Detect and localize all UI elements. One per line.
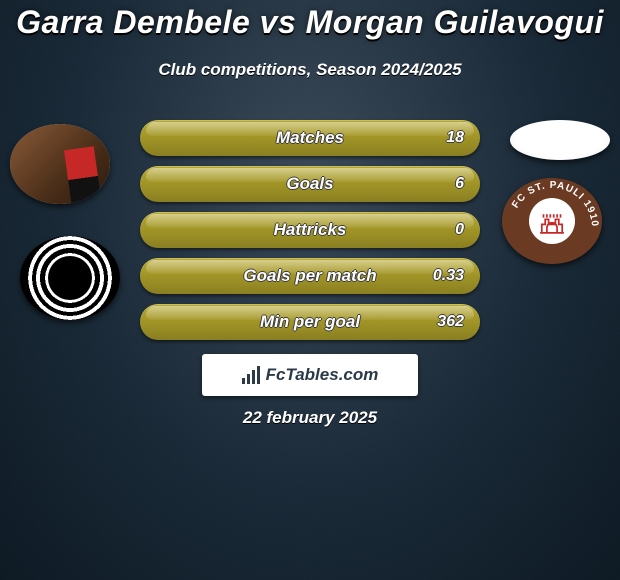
stat-value-right: 362 [437, 313, 464, 331]
stat-label: Goals per match [140, 266, 480, 286]
player-photo-right-placeholder [510, 120, 610, 160]
date-label: 22 february 2025 [0, 408, 620, 428]
player-photo-left-inner [10, 124, 110, 204]
stat-label: Min per goal [140, 312, 480, 332]
stat-value-right: 0.33 [433, 267, 464, 285]
branding-label: FcTables.com [266, 365, 379, 385]
club-badge-left [20, 236, 120, 320]
bar-chart-icon [242, 366, 260, 384]
castle-icon [535, 204, 569, 238]
stat-label: Goals [140, 174, 480, 194]
branding-badge: FcTables.com [202, 354, 418, 396]
club-badge-right-center [529, 198, 575, 244]
stat-value-right: 0 [455, 221, 464, 239]
stat-row-goals-per-match: Goals per match 0.33 [140, 258, 480, 294]
club-badge-left-inner [48, 256, 92, 300]
player-photo-left [10, 124, 110, 204]
page-title: Garra Dembele vs Morgan Guilavogui [0, 4, 620, 41]
stat-row-goals: Goals 6 [140, 166, 480, 202]
stat-bars: Matches 18 Goals 6 Hattricks 0 Goals per… [140, 120, 480, 350]
stat-label: Matches [140, 128, 480, 148]
stat-value-right: 18 [446, 129, 464, 147]
page-subtitle: Club competitions, Season 2024/2025 [0, 60, 620, 80]
club-badge-right: FC ST. PAULI 1910 [502, 178, 602, 264]
stat-label: Hattricks [140, 220, 480, 240]
stat-row-hattricks: Hattricks 0 [140, 212, 480, 248]
comparison-card: Garra Dembele vs Morgan Guilavogui Club … [0, 0, 620, 580]
stat-row-matches: Matches 18 [140, 120, 480, 156]
stat-row-min-per-goal: Min per goal 362 [140, 304, 480, 340]
stat-value-right: 6 [455, 175, 464, 193]
